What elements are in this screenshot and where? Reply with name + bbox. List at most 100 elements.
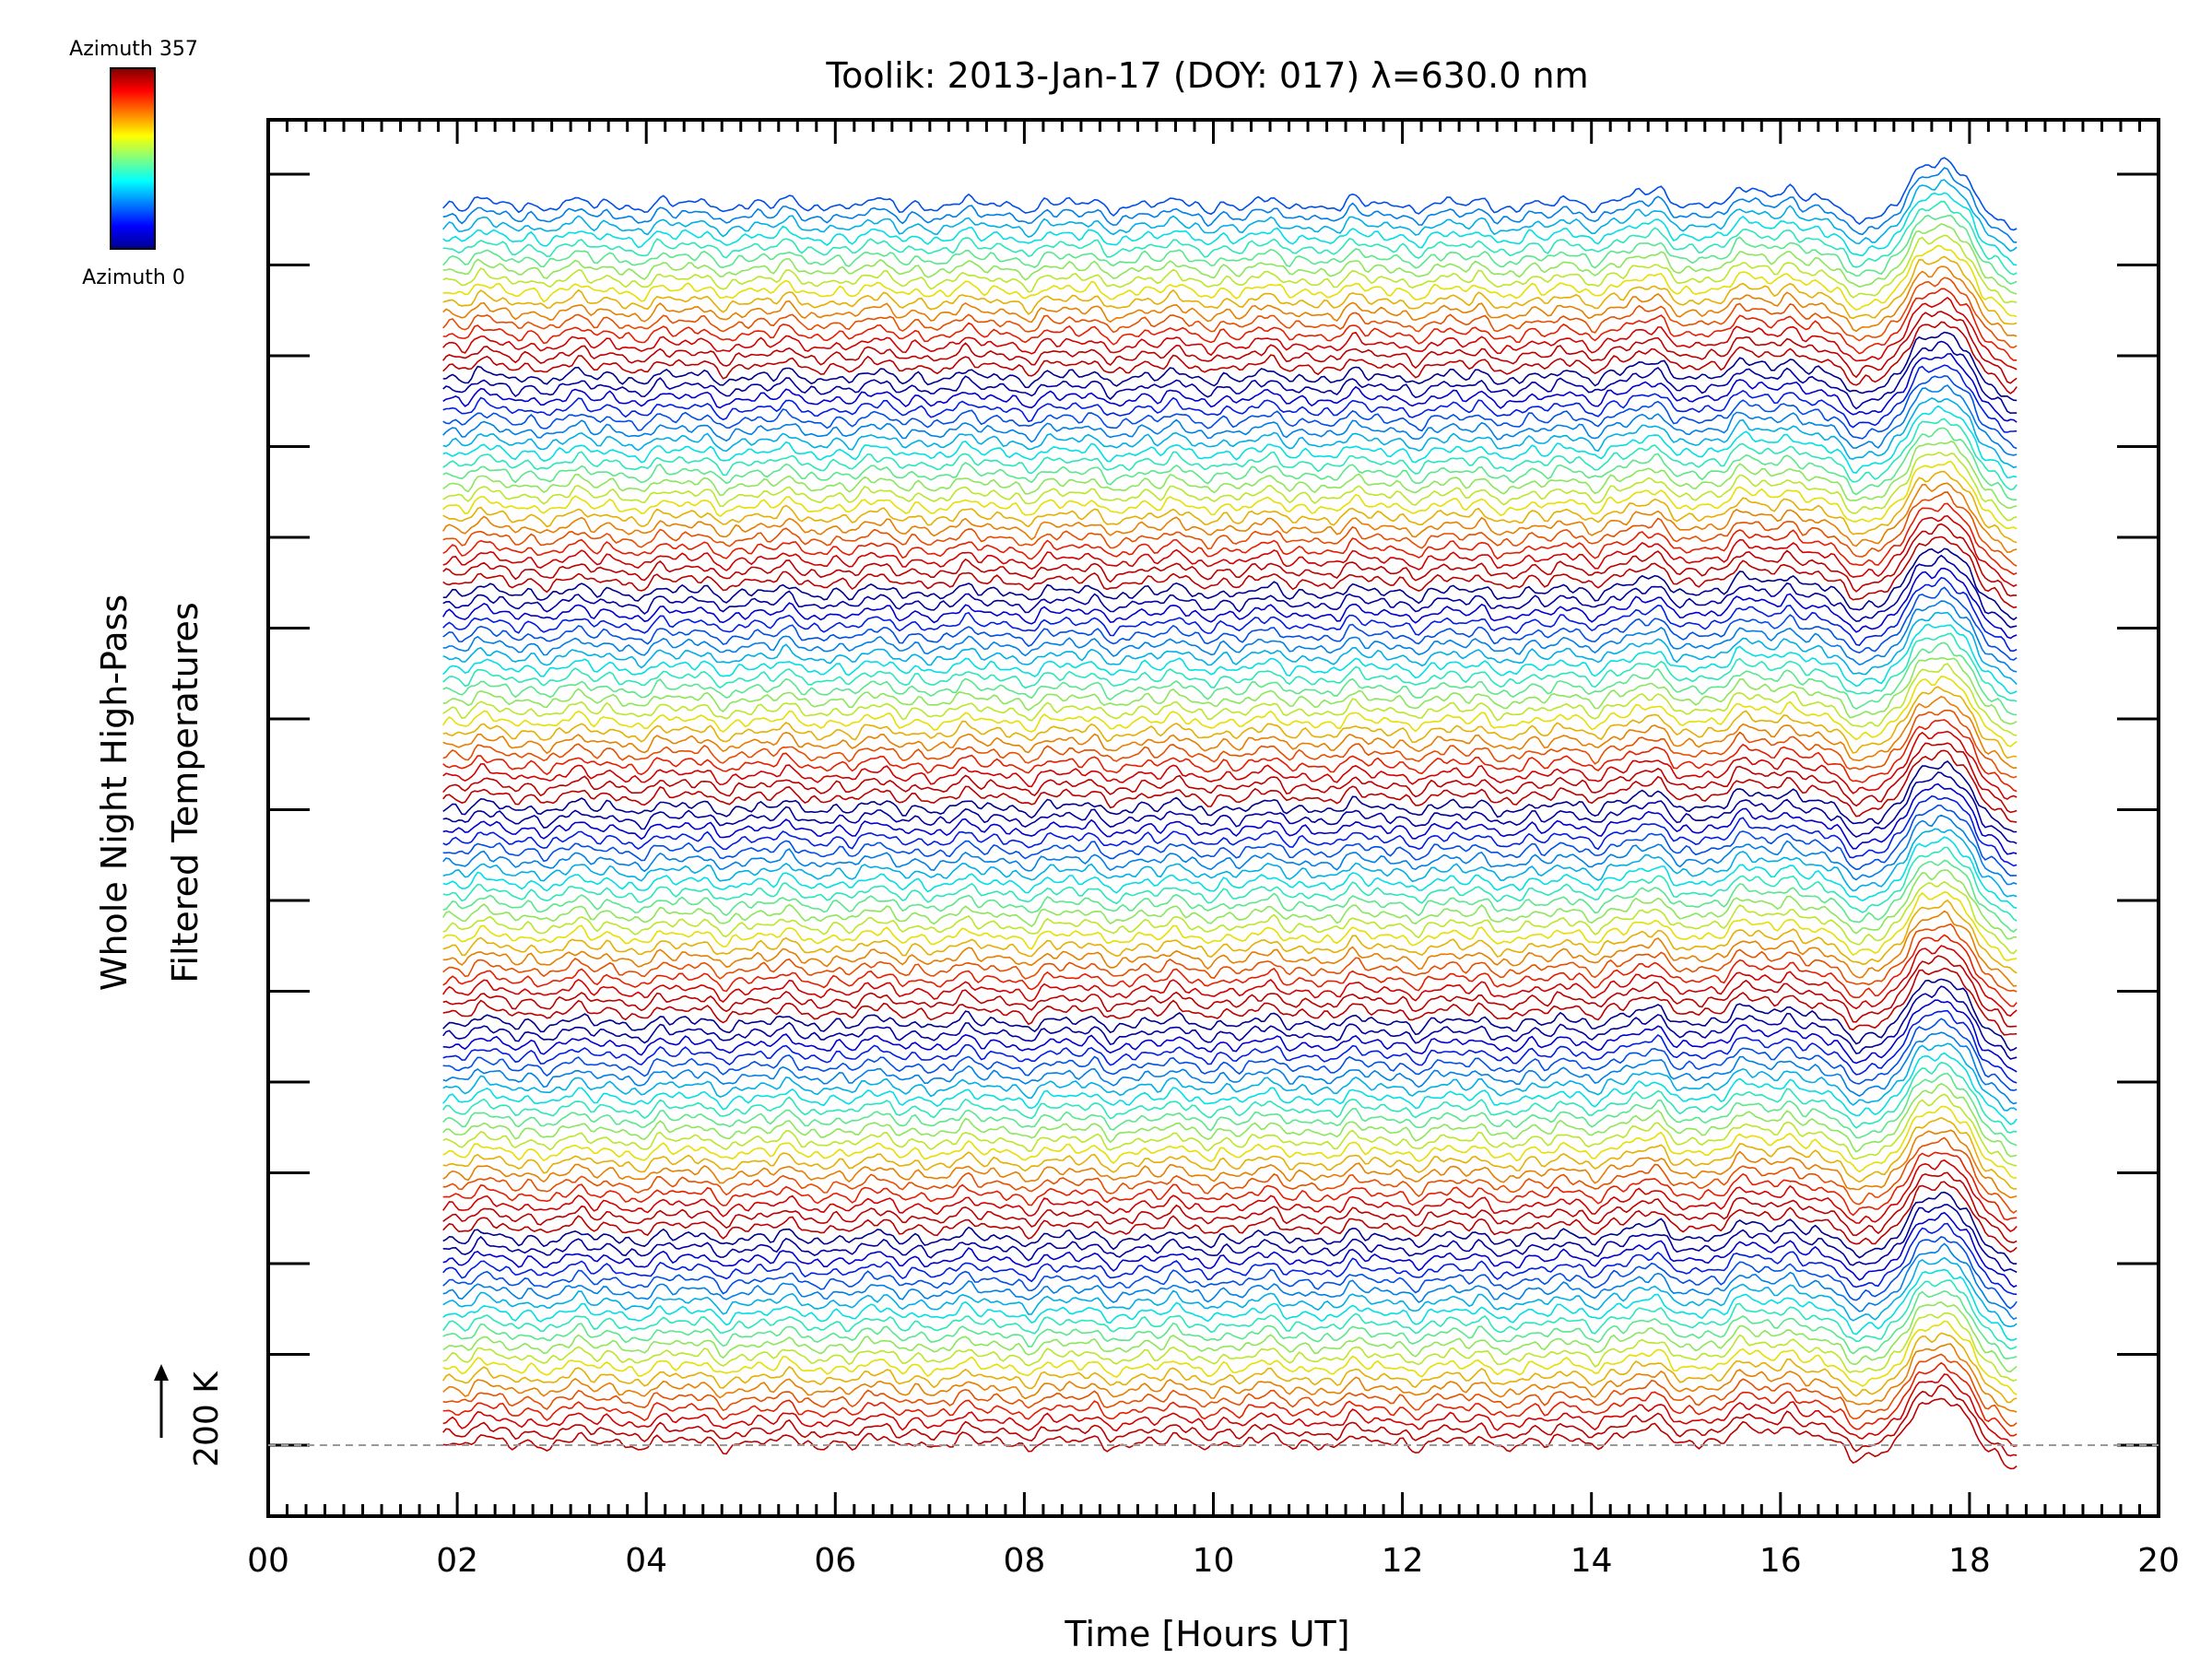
trace-line: [442, 405, 2018, 479]
y-label-line1: Whole Night High-Pass: [94, 594, 135, 991]
trace-line: [442, 686, 2018, 759]
trace-line: [442, 730, 2018, 800]
trace-line: [442, 418, 2018, 491]
trace-line: [442, 846, 2018, 922]
x-tick-label: 04: [625, 1542, 667, 1580]
trace-line: [442, 1191, 2018, 1265]
trace-line: [442, 482, 2018, 554]
trace-line: [442, 910, 2018, 987]
trace-line: [442, 1300, 2018, 1373]
scale-bar-label: 200 K: [188, 1371, 226, 1467]
trace-line: [442, 265, 2018, 337]
trace-line: [442, 782, 2018, 855]
trace-line: [442, 1211, 2018, 1288]
trace-line: [442, 1361, 2018, 1437]
trace-line: [442, 554, 2018, 629]
trace-line: [442, 828, 2018, 898]
colorbar-gradient: [110, 67, 156, 250]
trace-line: [442, 742, 2018, 814]
chart-title: Toolik: 2013-Jan-17 (DOY: 017) λ=630.0 n…: [825, 55, 1588, 96]
trace-line: [442, 214, 2018, 285]
trace-line: [442, 200, 2018, 276]
trace-line: [442, 179, 2018, 253]
trace-line: [442, 502, 2018, 575]
trace-line: [442, 794, 2018, 867]
trace-line: [442, 1159, 2018, 1232]
trace-line: [442, 577, 2018, 653]
trace-line: [442, 978, 2018, 1052]
x-tick-label: 12: [1382, 1542, 1424, 1580]
trace-line: [442, 535, 2018, 609]
trace-line: [442, 804, 2018, 877]
trace-line: [442, 1171, 2018, 1244]
trace-line: [442, 157, 2018, 231]
y-label-line2: Filtered Temperatures: [165, 602, 206, 982]
x-tick-labels: 00 02 04 06 08 10 12 14 16 18 20: [247, 1542, 2180, 1580]
trace-line: [442, 340, 2018, 415]
trace-line: [442, 1279, 2018, 1350]
trace-line: [442, 836, 2018, 910]
trace-line: [442, 656, 2018, 725]
trace-line: [442, 611, 2018, 685]
trace-line: [442, 696, 2018, 770]
trace-line: [442, 891, 2018, 962]
trace-line: [442, 244, 2018, 318]
trace-line: [442, 641, 2018, 716]
trace-line: [442, 1062, 2018, 1134]
trace-line: [442, 1312, 2018, 1382]
colorbar-top-label: Azimuth 357: [69, 38, 198, 61]
trace-line: [442, 955, 2018, 1028]
trace-line: [442, 709, 2018, 779]
trace-line: [442, 869, 2018, 940]
trace-line: [442, 297, 2018, 371]
trace-line: [442, 1343, 2018, 1413]
traces: [442, 157, 2018, 1470]
trace-line: [442, 586, 2018, 661]
trace-line: [442, 234, 2018, 304]
trace-line: [442, 1129, 2018, 1199]
trace-line: [442, 1052, 2018, 1125]
trace-line: [442, 1093, 2018, 1167]
trace-line: [442, 567, 2018, 640]
trace-line: [442, 676, 2018, 747]
trace-line: [442, 1181, 2018, 1253]
trace-line: [442, 1042, 2018, 1112]
trace-line: [442, 331, 2018, 402]
trace-line: [442, 374, 2018, 450]
trace-line: [442, 547, 2018, 621]
trace-line: [442, 167, 2018, 243]
trace-line: [442, 1116, 2018, 1190]
trace-line: [442, 1105, 2018, 1179]
trace-line: [442, 663, 2018, 736]
trace-line: [442, 276, 2018, 348]
x-tick-label: 20: [2137, 1542, 2180, 1580]
trace-line: [442, 427, 2018, 501]
axes: [266, 118, 2160, 1518]
trace-line: [442, 880, 2018, 955]
x-tick-label: 10: [1193, 1542, 1235, 1580]
trace-line: [442, 321, 2018, 394]
trace-line: [442, 1289, 2018, 1360]
trace-line: [442, 623, 2018, 695]
trace-line: [442, 985, 2018, 1060]
trace-line: [442, 1009, 2018, 1084]
trace-line: [442, 1136, 2018, 1215]
trace-line: [442, 1384, 2018, 1457]
x-tick-label: 14: [1571, 1542, 1613, 1580]
trace-line: [442, 384, 2018, 456]
trace-line: [442, 311, 2018, 384]
x-tick-label: 08: [1003, 1542, 1045, 1580]
trace-line: [442, 192, 2018, 266]
trace-line: [442, 397, 2018, 469]
x-tick-label: 18: [1948, 1542, 1991, 1580]
trace-line: [442, 967, 2018, 1036]
trace-line: [442, 859, 2018, 933]
trace-line: [442, 1353, 2018, 1427]
trace-line: [442, 223, 2018, 295]
trace-line: [442, 1268, 2018, 1341]
trace-line: [442, 1320, 2018, 1395]
colorbar: Azimuth 357 Azimuth 0: [69, 38, 198, 289]
x-tick-label: 02: [436, 1542, 478, 1580]
trace-line: [442, 749, 2018, 823]
